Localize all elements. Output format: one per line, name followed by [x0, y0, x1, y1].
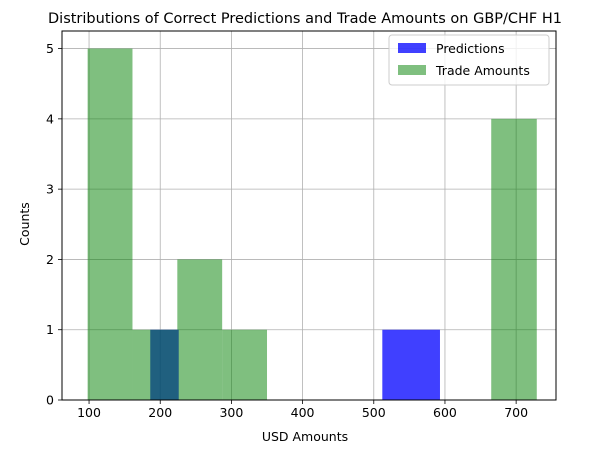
legend: Predictions Trade Amounts: [388, 34, 550, 86]
y-tick-label: 4: [46, 111, 54, 126]
y-tick-label: 2: [46, 252, 54, 267]
x-tick-label: 300: [219, 405, 243, 420]
histogram-bars: [87, 48, 537, 400]
bar-series-2: [87, 48, 133, 400]
x-tick-label: 400: [291, 405, 315, 420]
y-tick-label: 0: [46, 393, 54, 408]
chart-title: Distributions of Correct Predictions and…: [48, 11, 562, 27]
x-tick-label: 500: [362, 405, 386, 420]
legend-swatch: [398, 65, 426, 75]
axis-ticks: 100 200 300 400 500 600 700 0 1 2 3 4 5: [46, 41, 528, 420]
x-tick-label: 100: [77, 405, 101, 420]
y-tick-label: 5: [46, 41, 54, 56]
bar-series-2: [132, 329, 178, 400]
legend-label: Trade Amounts: [435, 63, 530, 78]
bar-series-2: [491, 118, 537, 400]
legend-label: Predictions: [436, 41, 505, 56]
x-tick-label: 600: [433, 405, 457, 420]
y-axis-label: Counts: [17, 202, 32, 246]
bar-series-2: [222, 329, 268, 400]
legend-box: [388, 34, 550, 86]
y-tick-label: 3: [46, 182, 54, 197]
bar-series-1: [382, 329, 440, 400]
x-axis-label: USD Amounts: [262, 429, 348, 444]
x-tick-label: 700: [504, 405, 528, 420]
x-tick-label: 200: [148, 405, 172, 420]
legend-swatch: [398, 43, 426, 53]
bar-series-2: [177, 259, 223, 400]
y-tick-label: 1: [46, 322, 54, 337]
plot-area-frame: [61, 30, 557, 401]
